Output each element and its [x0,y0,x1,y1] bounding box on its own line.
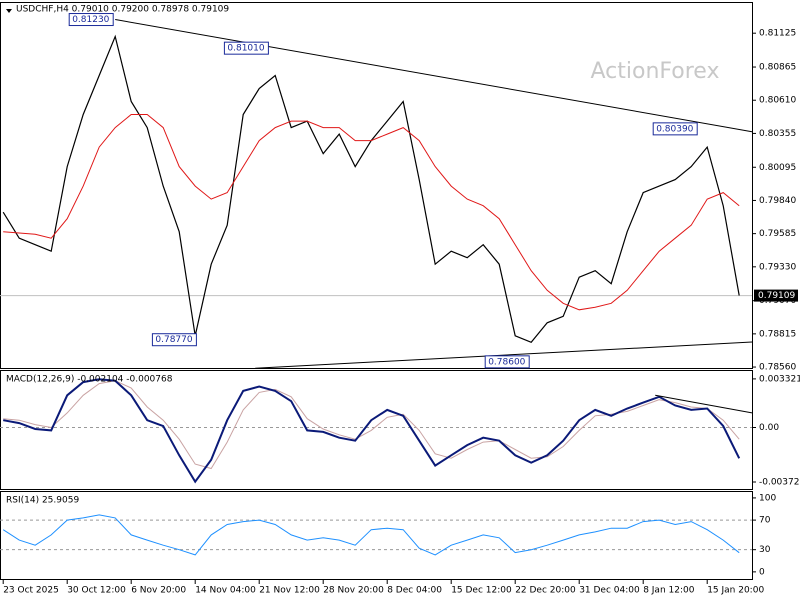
price-pane [0,2,753,369]
y-tick-label: 0.81125 [759,29,796,39]
x-tick-label: 15 Dec 12:00 [451,586,512,596]
trendline [115,19,753,133]
price-annotation-box [68,13,114,27]
price-annotation-box [223,41,269,55]
x-tick-label: 31 Dec 04:00 [579,586,640,596]
trendline [655,394,753,414]
y-tick-label: 0.79585 [759,229,796,239]
price-annotation: 0.81230 [72,15,109,25]
last-price-box [754,289,798,302]
y-tick-label: 0.79840 [759,196,796,206]
pane-title: RSI(14) 25.9059 [6,496,79,506]
x-tick-label: 30 Oct 12:00 [67,586,126,596]
price-annotation-box [652,122,698,136]
price-annotation: 0.78770 [155,335,192,345]
series-line [2,514,740,556]
price-annotation-box [151,333,197,347]
y-tick-label: 0.78560 [759,363,796,373]
y-tick-label: 0.00 [759,423,779,433]
y-tick-label: 0.79330 [759,262,796,272]
macd-pane [0,370,753,490]
menu-triangle [6,9,12,13]
series-line [3,114,740,311]
watermark: ActionForex [591,59,720,84]
pane-title: USDCHF,H4 0.79010 0.79200 0.78978 0.7910… [16,5,229,15]
series-line [3,378,741,484]
y-tick-label: 100 [759,493,776,503]
price-annotation: 0.80390 [656,124,693,134]
y-tick-label: -0.003723 [759,477,800,487]
x-tick-label: 28 Nov 20:00 [323,586,384,596]
x-tick-label: 21 Nov 12:00 [259,586,320,596]
x-tick-label: 14 Nov 04:00 [195,586,256,596]
y-tick-label: 30 [759,545,771,555]
price-annotation-box [484,355,530,369]
x-tick-label: 23 Oct 2025 [3,586,59,596]
y-tick-label: 0 [759,567,765,577]
x-tick-label: 8 Jan 12:00 [643,586,695,596]
price-annotation: 0.81010 [227,44,264,54]
x-tick-label: 15 Jan 20:00 [707,586,764,596]
y-tick-label: 70 [759,516,771,526]
x-tick-label: 6 Nov 20:00 [131,586,186,596]
y-tick-label: 0.003321 [759,374,800,384]
y-tick-label: 0.80610 [759,96,796,106]
y-tick-label: 0.80095 [759,163,796,173]
y-tick-label: 0.80355 [759,129,796,139]
x-tick-label: 22 Dec 20:00 [515,586,576,596]
x-tick-label: 8 Dec 04:00 [387,586,442,596]
trendline [255,341,753,369]
y-tick-label: 0.78815 [759,329,796,339]
last-price-label: 0.79109 [758,291,795,301]
y-tick-label: 0.80865 [759,63,796,73]
price-annotation: 0.78600 [488,357,525,367]
rsi-pane [0,491,753,580]
pane-title: MACD(12,26,9) -0.002104 -0.000768 [6,375,173,385]
